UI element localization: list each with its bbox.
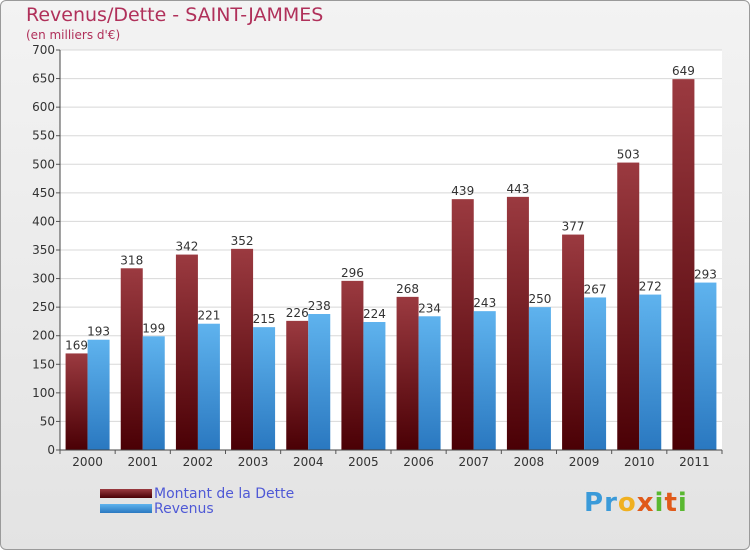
x-tick-label: 2008 (514, 455, 545, 469)
data-label-revenue: 215 (253, 312, 276, 326)
x-tick-label: 2009 (569, 455, 600, 469)
bar-debt (617, 162, 640, 451)
x-tick-label: 2010 (624, 455, 655, 469)
bar-revenue (528, 307, 551, 450)
y-tick-label: 250 (32, 300, 55, 314)
legend-label-revenue: Revenus (154, 500, 214, 517)
y-tick-label: 700 (32, 43, 55, 57)
data-label-debt: 352 (231, 234, 254, 248)
x-tick-label: 2011 (679, 455, 710, 469)
y-tick-label: 600 (32, 100, 55, 114)
bar-revenue (308, 314, 331, 450)
data-label-revenue: 224 (363, 307, 386, 321)
data-label-revenue: 293 (694, 268, 717, 282)
bar-revenue (87, 339, 110, 450)
x-tick-label: 2004 (293, 455, 324, 469)
x-tick-label: 2005 (348, 455, 379, 469)
bar-revenue (584, 297, 607, 450)
logo-letter: i (654, 488, 665, 518)
data-label-debt: 377 (562, 220, 585, 234)
y-tick-label: 50 (40, 414, 55, 428)
x-tick-label: 2006 (403, 455, 434, 469)
bar-debt (451, 199, 474, 450)
data-label-revenue: 238 (308, 299, 331, 313)
legend-item-revenue: Revenus (100, 500, 294, 517)
chart-subtitle: (en milliers d'€) (26, 28, 121, 42)
bar-debt (286, 320, 309, 450)
bar-debt (175, 254, 198, 450)
data-label-revenue: 193 (87, 325, 110, 339)
logo-letter: r (604, 488, 618, 518)
bar-revenue (473, 311, 496, 450)
proxiti-logo: Proxiti (584, 488, 688, 518)
bar-debt (562, 234, 585, 450)
bar-debt (506, 196, 529, 450)
data-label-debt: 342 (175, 240, 198, 254)
x-tick-label: 2007 (458, 455, 489, 469)
bar-debt (231, 248, 254, 450)
y-tick-label: 300 (32, 272, 55, 286)
data-label-debt: 318 (120, 253, 143, 267)
data-label-debt: 439 (451, 184, 474, 198)
data-label-debt: 443 (506, 182, 529, 196)
data-label-revenue: 243 (473, 296, 496, 310)
chart-legend: Montant de la Dette Revenus (100, 485, 295, 517)
legend-swatch-debt (100, 489, 152, 498)
data-label-revenue: 267 (584, 282, 607, 296)
data-label-revenue: 199 (142, 321, 165, 335)
bar-revenue (253, 327, 276, 450)
data-label-debt: 503 (617, 148, 640, 162)
bar-revenue (694, 282, 717, 450)
legend-label-debt: Montant de la Dette (154, 485, 295, 502)
y-tick-label: 200 (32, 329, 55, 343)
y-tick-label: 100 (32, 386, 55, 400)
x-tick-label: 2001 (127, 455, 158, 469)
bar-revenue (418, 316, 441, 450)
bar-debt (120, 268, 143, 450)
x-tick-label: 2000 (72, 455, 103, 469)
y-tick-label: 500 (32, 157, 55, 171)
legend-item-debt: Montant de la Dette (100, 485, 295, 502)
logo-letter: i (677, 488, 688, 518)
x-tick-label: 2003 (238, 455, 269, 469)
data-label-revenue: 221 (197, 309, 220, 323)
bar-debt (341, 280, 364, 450)
y-tick-label: 650 (32, 72, 55, 86)
logo-letter: o (617, 488, 637, 518)
data-label-debt: 296 (341, 266, 364, 280)
chart-title: Revenus/Dette - SAINT-JAMMES (26, 4, 324, 26)
data-label-revenue: 234 (418, 301, 441, 315)
data-label-debt: 169 (65, 338, 88, 352)
bar-debt (396, 296, 419, 450)
data-label-revenue: 250 (528, 292, 551, 306)
bar-debt (672, 79, 695, 451)
x-tick-label: 2002 (183, 455, 214, 469)
y-tick-label: 450 (32, 186, 55, 200)
bar-debt (65, 353, 88, 450)
y-tick-label: 0 (47, 443, 55, 457)
y-tick-label: 550 (32, 129, 55, 143)
y-tick-label: 400 (32, 214, 55, 228)
data-label-debt: 649 (672, 64, 695, 78)
y-tick-label: 350 (32, 243, 55, 257)
bar-revenue (363, 322, 386, 450)
bar-revenue (197, 323, 220, 450)
data-label-revenue: 272 (639, 280, 662, 294)
logo-letter: t (664, 488, 678, 518)
logo-letter: x (636, 488, 655, 518)
logo-letter: P (584, 488, 605, 518)
legend-swatch-revenue (100, 504, 152, 513)
bar-revenue (142, 336, 165, 450)
data-label-debt: 226 (286, 306, 309, 320)
bar-revenue (639, 294, 662, 450)
y-tick-label: 150 (32, 357, 55, 371)
data-label-debt: 268 (396, 282, 419, 296)
